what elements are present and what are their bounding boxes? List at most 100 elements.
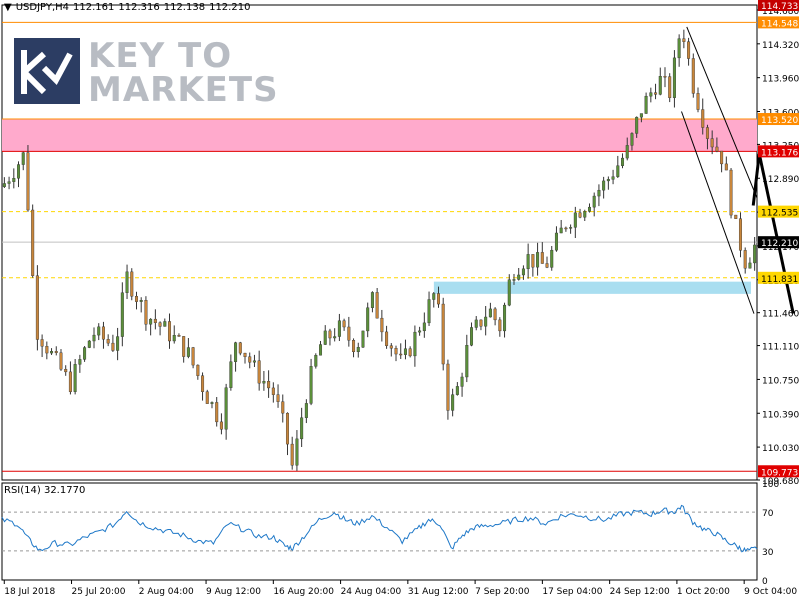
- candle: [644, 92, 648, 114]
- y-tick-label: 111.110: [762, 343, 799, 353]
- candle: [149, 318, 153, 336]
- candle: [252, 354, 256, 367]
- candle-body: [300, 417, 304, 440]
- candle: [248, 352, 252, 369]
- candle: [356, 342, 360, 358]
- candle-body: [705, 127, 709, 139]
- level-label: 113.176: [761, 148, 798, 158]
- candle: [130, 268, 134, 301]
- trendline-1: [681, 111, 755, 314]
- candle: [654, 83, 658, 100]
- candle-body: [583, 211, 587, 218]
- candle: [50, 348, 54, 355]
- open-value: 112.161: [73, 2, 115, 13]
- candle: [403, 339, 407, 360]
- candle: [460, 372, 464, 397]
- candle: [389, 343, 393, 357]
- level-box-111.831: [758, 271, 799, 284]
- candle: [333, 328, 337, 342]
- candle: [177, 333, 181, 337]
- candle: [238, 341, 242, 356]
- candle-body: [337, 320, 341, 337]
- candle-body: [498, 319, 502, 332]
- candle: [163, 318, 167, 327]
- candle-body: [418, 330, 422, 333]
- candle-body: [649, 92, 653, 97]
- candle-body: [168, 321, 172, 342]
- candle-body: [743, 250, 747, 269]
- rsi-pane: [1, 482, 758, 581]
- candle-body: [564, 227, 568, 230]
- candle: [446, 359, 450, 420]
- rsi-tick-label: 100: [762, 480, 779, 490]
- logo-line-1: KEY TO: [88, 36, 233, 76]
- candle: [385, 325, 389, 349]
- candle: [578, 208, 582, 219]
- candle: [611, 169, 615, 185]
- candle-body: [158, 322, 162, 327]
- candle-body: [460, 376, 464, 387]
- candle: [304, 399, 308, 424]
- candle-body: [333, 336, 337, 339]
- candle-body: [375, 292, 379, 319]
- candle: [621, 153, 625, 169]
- candle: [17, 161, 21, 188]
- candle-body: [644, 95, 648, 114]
- candle: [243, 352, 247, 364]
- candle: [309, 358, 313, 406]
- candle-body: [45, 346, 49, 354]
- candle-body: [328, 330, 332, 339]
- k-icon: [21, 50, 73, 95]
- candle: [687, 37, 691, 66]
- candle-body: [663, 76, 667, 78]
- candle: [668, 73, 672, 103]
- logo-line-2: MARKETS: [88, 70, 279, 110]
- candle-body: [748, 262, 752, 269]
- candle-body: [696, 93, 700, 110]
- candle-body: [215, 402, 219, 423]
- candle: [347, 316, 351, 347]
- candle-body: [73, 364, 77, 392]
- candle-body: [196, 364, 200, 376]
- candle: [503, 302, 507, 338]
- candle: [422, 312, 426, 338]
- candle: [380, 309, 384, 342]
- close-value: 112.210: [209, 2, 251, 13]
- x-tick-label: 24 Sep 12:00: [610, 587, 670, 597]
- level-label: 113.520: [761, 116, 798, 126]
- candle: [545, 256, 549, 269]
- chart-header: ▼ USDJPY,H4 112.161 112.316 112.138 112.210: [4, 2, 254, 13]
- projection-arrow-0: [751, 153, 761, 206]
- candle: [276, 384, 280, 408]
- candle-body: [172, 335, 176, 342]
- candle: [219, 413, 223, 435]
- candle-body: [639, 113, 643, 118]
- y-tick-label: 113.960: [762, 75, 799, 85]
- candle-body: [120, 292, 124, 337]
- candle-body: [248, 356, 252, 363]
- candle-body: [720, 150, 724, 165]
- candle-body: [347, 326, 351, 341]
- candle-body: [26, 152, 30, 211]
- candle-body: [276, 394, 280, 402]
- level-label: 114.733: [761, 2, 798, 12]
- candle-body: [672, 57, 676, 98]
- rsi-label: RSI(14) 32.1770: [4, 485, 86, 496]
- triangle-down-icon[interactable]: ▼: [4, 2, 12, 13]
- candle: [234, 341, 238, 372]
- candle-body: [366, 307, 370, 332]
- candle: [285, 412, 289, 456]
- candle-body: [267, 381, 271, 389]
- candle: [512, 273, 516, 285]
- candle-body: [668, 76, 672, 98]
- candle-body: [403, 348, 407, 355]
- candle: [720, 150, 724, 173]
- candle: [517, 267, 521, 281]
- candle-body: [446, 363, 450, 411]
- candle-body: [436, 293, 440, 305]
- candle: [295, 430, 299, 471]
- candle: [677, 34, 681, 67]
- candle: [705, 124, 709, 150]
- candle: [54, 346, 58, 356]
- candle-body: [352, 340, 356, 353]
